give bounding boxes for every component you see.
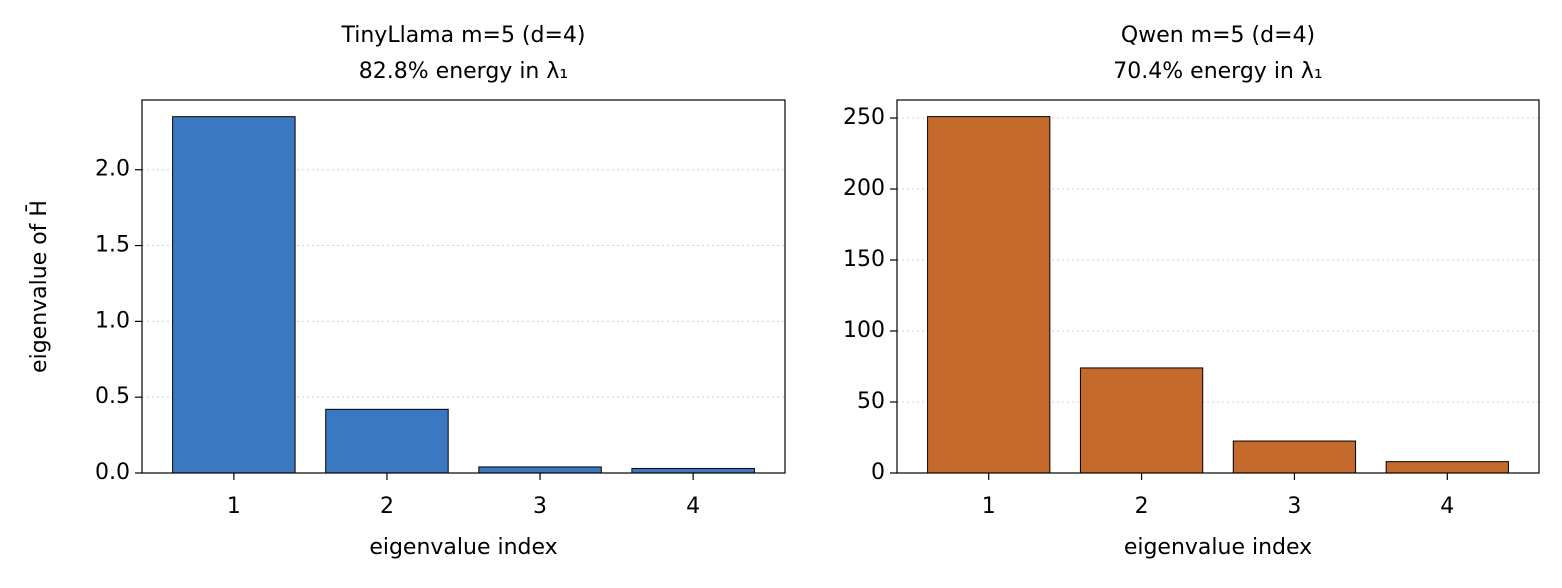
x-tick-label: 4 bbox=[1440, 494, 1454, 519]
y-tick-label: 150 bbox=[843, 247, 885, 272]
axes-frame bbox=[896, 99, 1540, 474]
x-axis-label: eigenvalue index bbox=[369, 535, 557, 560]
y-tick-label: 1.0 bbox=[95, 308, 130, 333]
x-tick-label: 2 bbox=[380, 494, 394, 519]
x-tick-label: 3 bbox=[1287, 494, 1301, 519]
x-tick-label: 4 bbox=[686, 494, 700, 519]
y-tick-label: 2.0 bbox=[95, 157, 130, 182]
y-tick-label: 250 bbox=[843, 105, 885, 130]
x-tick-label: 3 bbox=[533, 494, 547, 519]
chart-subtitle: 82.8% energy in λ₁ bbox=[359, 59, 568, 84]
y-tick-label: 0 bbox=[871, 460, 885, 485]
chart-title: Qwen m=5 (d=4) bbox=[1121, 23, 1315, 48]
y-tick-label: 0.0 bbox=[95, 460, 130, 485]
y-tick-label: 100 bbox=[843, 318, 885, 343]
axes-frame bbox=[141, 99, 786, 474]
y-tick-label: 50 bbox=[857, 389, 885, 414]
x-axis-label: eigenvalue index bbox=[1124, 535, 1312, 560]
y-axis-label: eigenvalue of H̄ bbox=[26, 200, 52, 373]
bar bbox=[1232, 440, 1357, 474]
y-tick-label: 0.5 bbox=[95, 384, 130, 409]
chart-title: TinyLlama m=5 (d=4) bbox=[340, 23, 585, 48]
x-tick-label: 2 bbox=[1135, 494, 1149, 519]
bar bbox=[631, 467, 755, 474]
y-tick-label: 200 bbox=[843, 176, 885, 201]
bar bbox=[1079, 367, 1204, 474]
bar bbox=[478, 466, 602, 474]
bar bbox=[325, 408, 449, 474]
bar bbox=[1385, 461, 1509, 474]
bar bbox=[172, 116, 296, 474]
bar bbox=[927, 116, 1051, 474]
x-tick-label: 1 bbox=[982, 494, 996, 519]
x-tick-label: 1 bbox=[227, 494, 241, 519]
y-tick-label: 1.5 bbox=[95, 233, 130, 258]
chart-subtitle: 70.4% energy in λ₁ bbox=[1113, 59, 1322, 84]
